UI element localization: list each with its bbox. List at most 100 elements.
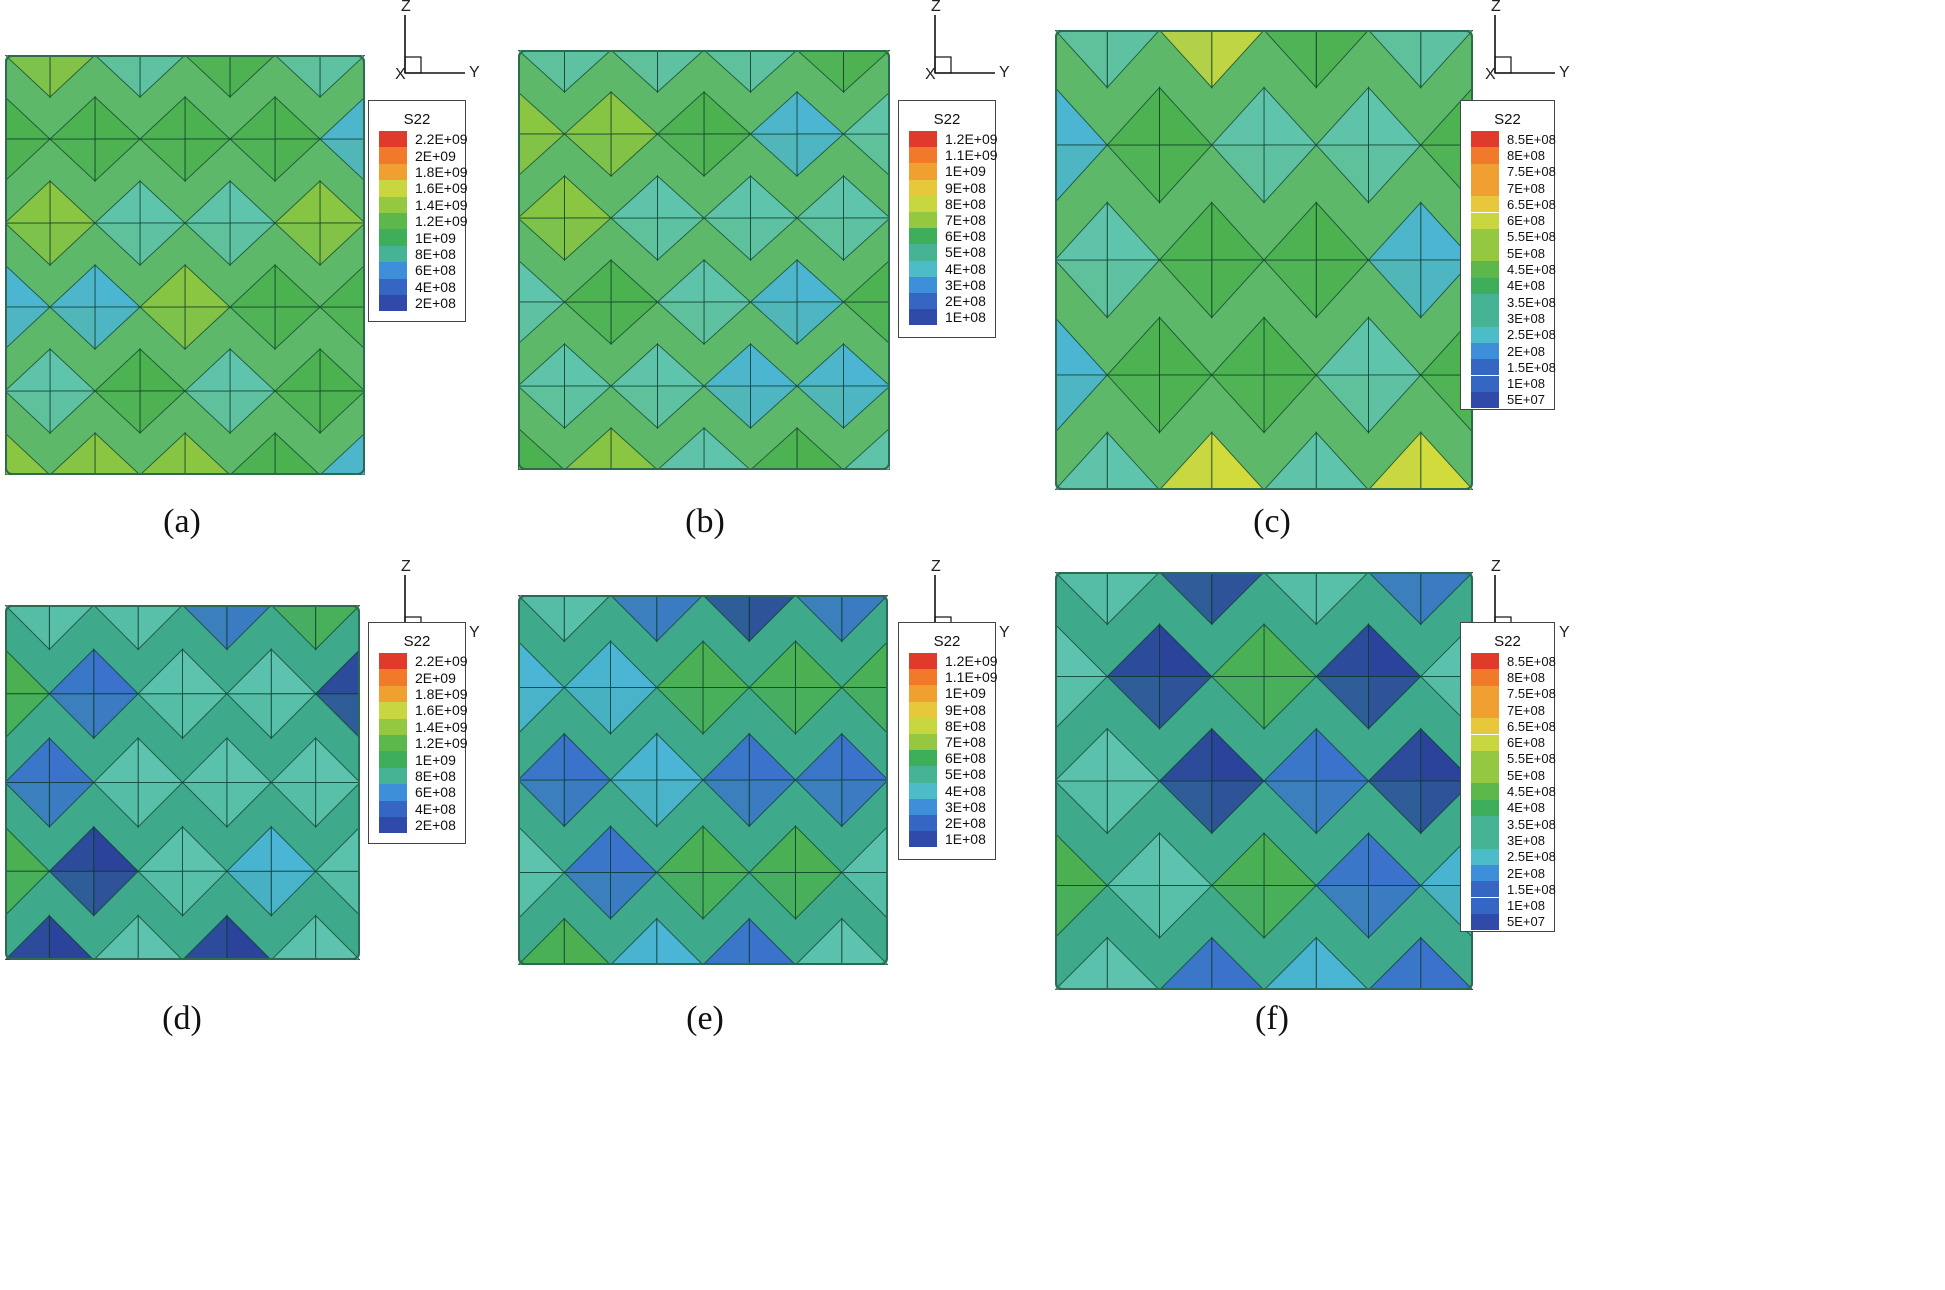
legend-entry: 1E+09 [909,685,986,702]
legend-swatch [379,196,407,213]
legend-entry: 1.5E+08 [1471,881,1556,898]
octahedron-cell [1210,832,1318,939]
legend-level-label: 4E+08 [415,800,456,817]
octahedron-cell [228,95,322,183]
legend-swatch [909,309,937,326]
legend-level-label: 4.5E+08 [1507,262,1556,278]
legend-entry: 1E+08 [1471,375,1545,392]
legend-level-label: 2E+08 [1507,343,1545,359]
legend-level-label: 8E+08 [1507,147,1545,163]
axis-origin-box [1494,56,1512,74]
lattice-plot-e [470,547,982,1013]
legend-level-label: 6E+08 [945,750,986,767]
legend-swatch [379,245,407,263]
octahedron-cell [183,347,277,435]
legend-swatch [909,212,937,229]
legend-swatch [1471,294,1499,311]
legend-level-label: 2E+08 [945,815,986,832]
y-axis-label: Y [999,64,1010,81]
legend-swatch [1471,163,1499,180]
legend-swatch [379,817,407,834]
legend-level-label: 1E+08 [945,309,986,326]
legend-level-label: 1E+08 [1507,898,1545,914]
octahedron-cell [138,263,232,351]
legend-swatch [1471,196,1499,213]
legend-entry: 6.5E+08 [1471,196,1556,213]
legend-swatch [379,147,407,164]
octahedron-cell [136,648,229,740]
legend-level-label: 2.2E+09 [415,131,468,148]
legend-entry: 1.8E+09 [379,685,468,703]
legend-swatch [909,653,937,670]
legend-level-label: 2E+08 [415,295,456,312]
octahedron-cell [563,640,658,735]
octahedron-cell [656,258,752,346]
octahedron-cell [702,174,799,262]
legend-swatch [379,653,407,670]
legend-entry: 1.1E+09 [909,669,998,686]
legend-level-label: 3.5E+08 [1507,294,1556,310]
legend-swatch [1471,326,1499,343]
legend-entry: 1E+08 [909,309,986,326]
legend-level-label: 2.2E+09 [415,653,468,670]
legend-swatch [1471,261,1499,278]
legend-entry: 1E+09 [379,751,456,768]
legend-swatch [909,717,937,734]
legend-e: S22 1.2E+09 1.1E+09 1E+09 9E+08 8E+08 7E+08 6E+… [898,622,998,860]
legend-level-label: 3E+08 [1507,832,1545,848]
legend-entry: 7E+08 [909,212,986,229]
axis-triad-a: Z Y X [395,0,505,85]
legend-level-label: 5.5E+08 [1507,229,1556,245]
legend-level-label: 4E+08 [415,278,456,295]
legend-level-label: 2.5E+08 [1507,849,1556,865]
octahedron-cell [563,825,658,920]
legend-level-label: 7E+08 [945,734,986,751]
legend-entry: 8.5E+08 [1471,653,1556,670]
legend-entry: 4E+08 [379,800,456,817]
legend-entry: 1.8E+09 [379,163,468,181]
legend-level-label: 1.2E+09 [415,213,468,230]
legend-swatch [379,180,407,197]
legend-swatch [909,831,937,848]
octahedron-cell [748,640,843,735]
legend-entry: 3E+08 [909,276,986,293]
legend-swatch [379,800,407,817]
legend-entry: 4.5E+08 [1471,261,1556,278]
legend-entry: 5E+08 [1471,767,1545,784]
legend-title: S22 [403,633,431,650]
legend-level-label: 4.5E+08 [1507,784,1556,800]
octahedron-cell [609,732,705,828]
octahedron-cell [1315,832,1422,939]
legend-entry: 7E+08 [909,734,986,751]
legend-swatch [379,767,407,785]
legend-level-label: 1E+08 [945,831,986,848]
legend-swatch [1471,310,1499,327]
octahedron-cell [1210,316,1318,434]
legend-swatch [379,213,407,230]
legend-swatch [1471,767,1499,784]
legend-entry: 2E+08 [909,293,986,310]
legend-swatch [379,262,407,279]
legend-swatch [1471,816,1499,833]
z-axis-label: Z [1491,558,1501,575]
legend-entry: 7.5E+08 [1471,163,1556,180]
octahedron-cell [795,342,892,430]
legend-entry: 6E+08 [379,784,456,801]
legend-entry: 1E+09 [379,229,456,246]
octahedron-cell [1053,201,1161,319]
legend-swatch [909,131,937,148]
legend-swatch [1471,685,1499,702]
legend-a: S22 2.2E+09 2E+09 1.8E+09 1.6E+09 1.4E+09 1.2E… [368,100,468,322]
legend-swatch [1471,783,1499,800]
octahedron-cell [1367,727,1475,835]
legend-d: S22 2.2E+09 2E+09 1.8E+09 1.6E+09 1.4E+09 1.2E… [368,622,468,844]
legend-swatch [909,815,937,832]
octahedron-cell [1106,623,1213,730]
legend-entry: 2.2E+09 [379,653,468,670]
octahedron-cell [1315,316,1422,434]
legend-level-label: 2E+09 [415,147,456,164]
legend-entry: 9E+08 [909,701,986,718]
octahedron-cell [225,648,317,740]
caption-c: (c) [1253,503,1291,540]
legend-swatch [1471,359,1499,376]
